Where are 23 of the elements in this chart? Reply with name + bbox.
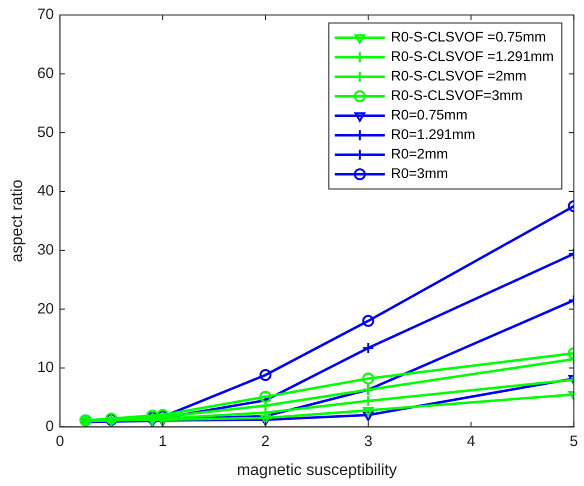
x-tick-label: 1 <box>158 432 167 450</box>
legend-label: R0=3mm <box>390 165 448 182</box>
y-tick-label: 30 <box>37 241 54 258</box>
legend-label: R0-S-CLSVOF =1.291mm <box>390 48 554 64</box>
x-tick-label: 2 <box>261 432 270 450</box>
x-axis-title: magnetic susceptibility <box>236 462 397 479</box>
y-tick-label: 50 <box>37 124 54 141</box>
x-tick-label: 3 <box>364 432 372 450</box>
legend-label: R0-S-CLSVOF =2mm <box>390 68 527 84</box>
legend-label: R0=2mm <box>390 146 448 162</box>
x-tick-label: 5 <box>570 432 578 450</box>
legend-label: R0-S-CLSVOF=3mm <box>390 87 523 104</box>
y-axis-title: aspect ratio <box>9 179 26 262</box>
y-tick-label: 60 <box>37 64 54 82</box>
legend-label: R0=1.291mm <box>390 126 476 142</box>
y-tick-label: 10 <box>37 359 54 376</box>
legend-label: R0=0.75mm <box>390 106 468 123</box>
y-tick-label: 40 <box>37 182 54 200</box>
x-tick-label: 4 <box>466 432 476 450</box>
y-tick-label: 0 <box>46 418 54 435</box>
legend-label: R0-S-CLSVOF =0.75mm <box>390 28 546 45</box>
y-tick-label: 20 <box>37 300 54 318</box>
y-tick-label: 70 <box>37 6 54 24</box>
